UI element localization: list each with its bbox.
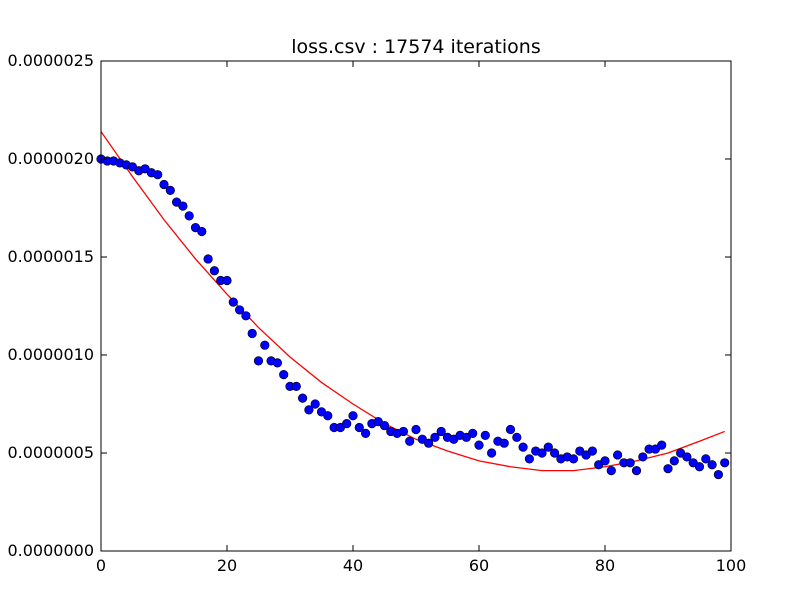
data-point bbox=[430, 432, 440, 442]
data-point bbox=[480, 430, 490, 440]
y-tick-label: 0.0000000 bbox=[7, 541, 94, 560]
x-tick-label: 40 bbox=[343, 556, 363, 575]
data-point bbox=[669, 456, 679, 466]
data-point bbox=[304, 405, 314, 415]
data-point bbox=[291, 381, 301, 391]
data-point bbox=[354, 422, 364, 433]
data-point bbox=[253, 356, 264, 366]
x-tick-label: 0 bbox=[96, 556, 106, 575]
x-tick-label: 20 bbox=[217, 556, 237, 575]
data-point bbox=[203, 254, 213, 264]
data-point bbox=[348, 411, 358, 421]
data-point bbox=[228, 297, 238, 307]
data-point bbox=[468, 428, 478, 439]
data-point bbox=[518, 442, 528, 452]
data-point bbox=[398, 426, 409, 437]
data-point bbox=[209, 266, 219, 276]
data-point bbox=[707, 460, 717, 470]
x-tick-label: 80 bbox=[595, 556, 615, 575]
data-point bbox=[424, 438, 434, 448]
data-point bbox=[537, 448, 547, 458]
data-point bbox=[713, 469, 724, 480]
data-point bbox=[165, 185, 175, 195]
points-layer bbox=[96, 154, 730, 480]
data-point bbox=[657, 440, 667, 450]
data-point bbox=[543, 442, 553, 452]
data-point bbox=[549, 448, 560, 458]
data-point bbox=[405, 436, 415, 446]
x-tick-label: 60 bbox=[469, 556, 489, 575]
data-point bbox=[178, 201, 188, 211]
data-point bbox=[323, 411, 333, 421]
data-point bbox=[197, 226, 207, 237]
y-axis: 0.0000000 0.0000005 0.0000010 0.0000015 0.00… bbox=[7, 51, 731, 560]
data-point bbox=[342, 419, 352, 429]
data-point bbox=[606, 466, 616, 476]
data-point bbox=[499, 438, 509, 448]
data-point bbox=[638, 452, 648, 462]
fit-line-layer bbox=[100, 131, 725, 472]
data-point bbox=[310, 399, 320, 409]
y-tick-label: 0.0000015 bbox=[7, 247, 94, 266]
fit-line bbox=[100, 131, 725, 472]
data-point bbox=[694, 462, 705, 472]
data-point bbox=[241, 311, 251, 321]
data-point bbox=[600, 456, 610, 466]
data-point bbox=[474, 440, 484, 450]
data-point bbox=[436, 426, 446, 437]
data-point bbox=[512, 432, 522, 442]
data-point bbox=[361, 428, 371, 439]
x-axis: 0 20 40 60 80 100 bbox=[96, 61, 746, 575]
data-point bbox=[272, 358, 283, 368]
data-point bbox=[568, 454, 579, 464]
y-tick-label: 0.0000020 bbox=[7, 149, 94, 168]
data-point bbox=[524, 454, 535, 464]
data-point bbox=[720, 458, 730, 468]
data-point bbox=[184, 211, 194, 221]
data-point bbox=[682, 452, 692, 462]
data-point bbox=[379, 420, 390, 431]
data-point bbox=[298, 393, 308, 403]
data-point bbox=[631, 466, 642, 476]
data-point bbox=[222, 275, 232, 286]
data-point bbox=[487, 448, 497, 458]
data-point bbox=[701, 454, 711, 464]
data-point bbox=[663, 464, 673, 474]
plot-area-frame bbox=[100, 60, 732, 552]
data-point bbox=[153, 170, 163, 180]
y-tick-label: 0.0000025 bbox=[7, 51, 94, 70]
data-point bbox=[279, 370, 289, 380]
chart-title: loss.csv : 17574 iterations bbox=[291, 36, 540, 58]
data-point bbox=[247, 328, 257, 339]
data-point bbox=[612, 450, 623, 460]
data-point bbox=[235, 305, 245, 315]
y-tick-label: 0.0000010 bbox=[7, 345, 94, 364]
data-point bbox=[625, 458, 635, 468]
data-point bbox=[159, 179, 169, 190]
y-tick-label: 0.0000005 bbox=[7, 443, 94, 462]
data-point bbox=[505, 424, 516, 435]
data-point bbox=[587, 446, 598, 456]
x-tick-label: 100 bbox=[716, 556, 747, 575]
data-point bbox=[260, 340, 270, 350]
data-point bbox=[411, 424, 421, 435]
